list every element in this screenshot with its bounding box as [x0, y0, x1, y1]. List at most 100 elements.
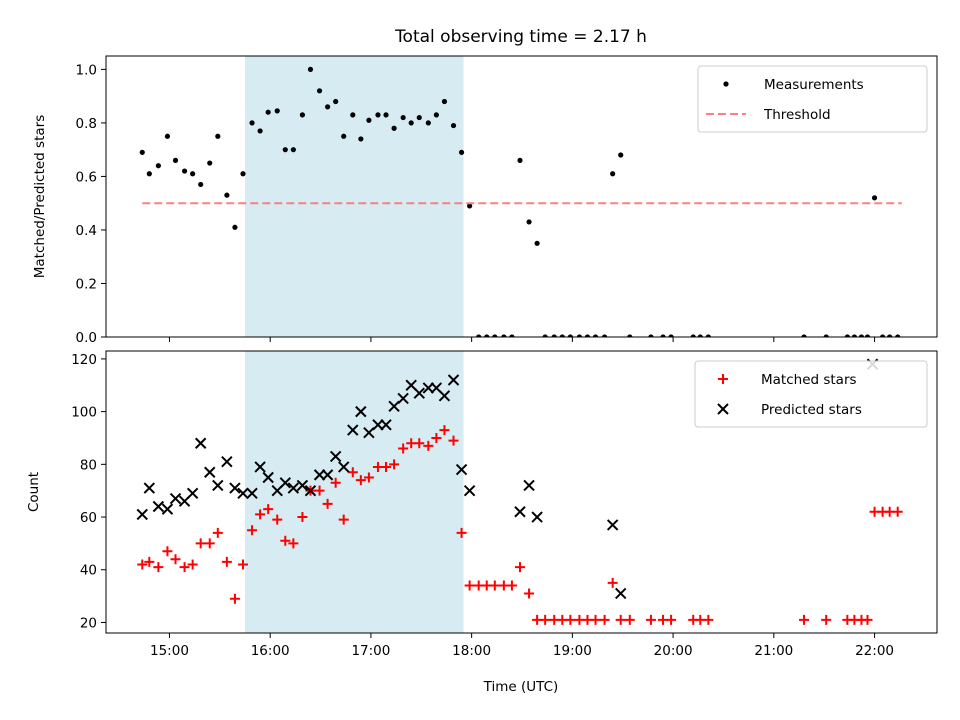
matched-star-point — [170, 554, 181, 565]
measurement-point — [517, 157, 523, 163]
measurement-point — [316, 88, 323, 94]
predicted-star-point — [355, 405, 367, 418]
predicted-star-point — [229, 482, 241, 494]
matched-star-point — [280, 535, 291, 546]
measurement-point — [333, 98, 339, 105]
predicted-star-point — [237, 487, 249, 500]
measurement-point — [249, 120, 255, 126]
predicted-star-point — [523, 479, 535, 492]
predicted-star-point — [447, 374, 460, 386]
measurement-point — [823, 334, 829, 337]
measurement-point — [383, 112, 389, 118]
matched-star-point — [195, 538, 206, 549]
predicted-star-point — [143, 482, 156, 494]
predicted-star-point — [514, 506, 526, 518]
matched-star-point — [330, 477, 341, 488]
measurement-point — [207, 160, 213, 166]
measurement-point — [257, 128, 263, 134]
matched-star-point — [615, 614, 626, 625]
measurement-point — [190, 171, 196, 177]
predicted-star-point — [463, 484, 476, 497]
measurement-point — [492, 334, 498, 337]
predicted-star-point — [161, 503, 174, 515]
matched-star-point — [179, 562, 190, 573]
matched-star-point — [204, 538, 215, 549]
matched-star-point — [237, 559, 248, 570]
measurement-point — [299, 112, 306, 118]
measurement-point — [618, 152, 624, 158]
predicted-star-point — [455, 463, 468, 476]
matched-star-point — [489, 580, 500, 591]
legend-label: Matched stars — [761, 372, 857, 388]
measurement-point — [567, 334, 573, 337]
measurement-point — [358, 136, 364, 142]
predicted-star-point — [136, 508, 148, 521]
matched-star-point — [514, 562, 525, 573]
measurement-point — [690, 334, 696, 337]
matched-star-point — [448, 435, 459, 446]
matched-star-point — [162, 546, 173, 557]
legend-label: Threshold — [763, 107, 831, 123]
measurement-point — [400, 114, 406, 121]
predicted-star-point — [221, 455, 233, 468]
measurement-point — [576, 334, 583, 337]
predicted-star-point — [296, 479, 309, 492]
matched-star-point — [439, 425, 450, 436]
x-tick-label: 21:00 — [754, 643, 793, 659]
ratio-panel: 0.0 0.2 0.4 0.6 0.8 1.0 Matched/Predicted star… — [32, 55, 938, 346]
measurement-point — [416, 114, 422, 121]
measurement-point — [895, 334, 901, 337]
matched-star-point — [423, 440, 434, 451]
matched-star-point — [363, 472, 374, 483]
measurement-point — [627, 334, 633, 337]
matched-star-point — [431, 432, 442, 443]
matched-star-point — [137, 559, 148, 570]
measurement-point — [290, 147, 296, 153]
predicted-star-point — [169, 492, 182, 505]
legend-label: Predicted stars — [761, 402, 862, 418]
measurement-point — [181, 168, 188, 174]
measurement-point — [705, 334, 711, 337]
matched-star-point — [599, 614, 610, 625]
matched-star-point — [338, 514, 349, 525]
measurement-point — [391, 125, 397, 131]
y-tick-label: 0.4 — [76, 223, 97, 239]
predicted-star-point — [254, 461, 266, 473]
predicted-star-point — [329, 450, 342, 463]
measurement-point — [851, 334, 858, 337]
observing-interval-shade — [245, 56, 464, 337]
measurement-point — [155, 163, 161, 169]
matched-star-point — [314, 485, 325, 496]
measurement-point — [509, 334, 515, 337]
predicted-star-point — [287, 482, 300, 494]
matched-star-point — [272, 514, 283, 525]
y-tick-label: 20 — [80, 615, 97, 631]
y-tick-label: 60 — [80, 510, 97, 526]
y-tick-label: 120 — [71, 352, 97, 368]
y-tick-label: 40 — [80, 563, 97, 579]
matched-star-point — [540, 614, 551, 625]
measurement-point — [871, 195, 878, 201]
measurement-point — [526, 219, 532, 225]
measurement-point — [164, 133, 171, 139]
matched-star-point — [799, 614, 810, 625]
measurement-point — [542, 334, 548, 337]
measurement-point — [534, 240, 540, 246]
measurement-point — [592, 334, 599, 337]
matched-star-point — [456, 527, 467, 538]
measurement-point — [366, 117, 372, 123]
measurement-point — [265, 109, 271, 115]
predicted-star-point — [615, 587, 627, 600]
measurement-point — [441, 98, 448, 105]
predicted-star-point — [531, 511, 543, 523]
legend-box — [697, 65, 928, 133]
matched-star-point — [624, 614, 635, 625]
measurement-point — [697, 334, 703, 337]
axes-frame — [105, 55, 938, 338]
x-axis-label: Time (UTC) — [483, 679, 559, 695]
measurement-point — [559, 334, 565, 337]
y-axis-label: Count — [26, 472, 42, 512]
predicted-star-point — [388, 400, 400, 413]
matched-star-point — [322, 498, 333, 509]
legend-predicted-swatch — [717, 403, 729, 415]
